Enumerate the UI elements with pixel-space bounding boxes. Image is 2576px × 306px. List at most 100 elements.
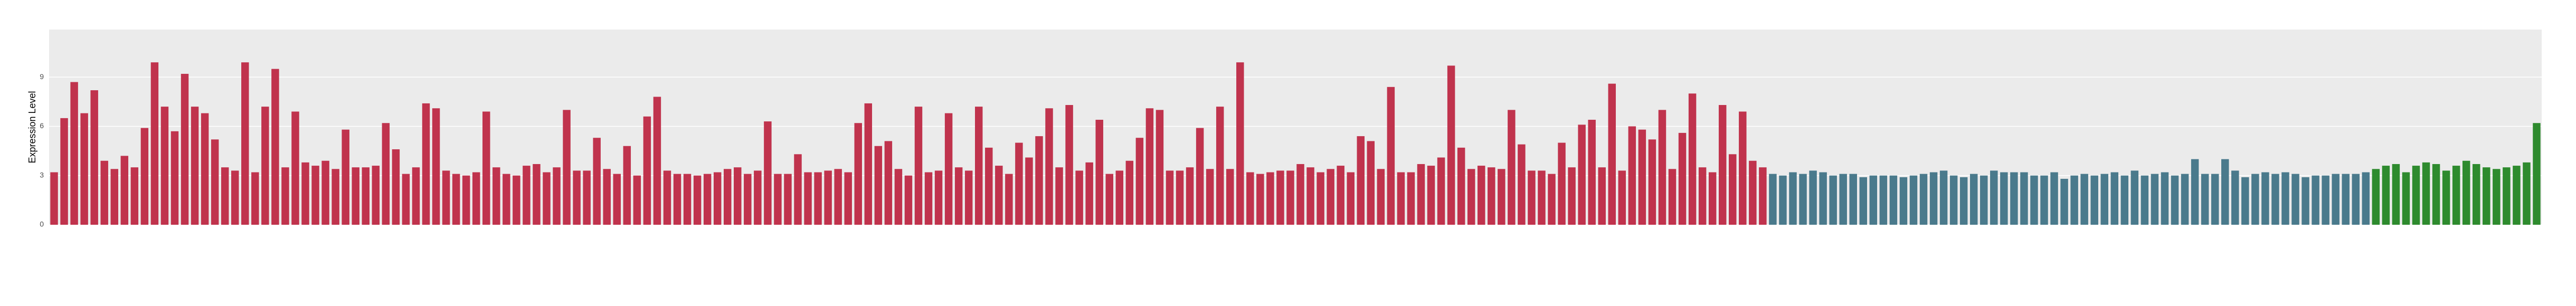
bar <box>191 107 199 225</box>
bar <box>2503 167 2511 225</box>
bar <box>2322 175 2329 225</box>
bar <box>934 170 943 225</box>
bar <box>814 172 822 225</box>
bar <box>1889 175 1898 225</box>
bar <box>1628 126 1636 225</box>
bar <box>2302 177 2309 225</box>
bar <box>332 169 339 225</box>
bar <box>1718 105 1727 225</box>
bar <box>1688 93 1697 225</box>
bar <box>2050 172 2058 225</box>
bar <box>2332 174 2340 225</box>
bar <box>1548 174 1556 225</box>
bar <box>462 175 470 225</box>
bar <box>1969 174 1978 225</box>
bar <box>693 175 702 225</box>
bar <box>904 175 913 225</box>
bar <box>1829 175 1837 225</box>
bar <box>261 107 269 225</box>
bar <box>2120 175 2129 225</box>
bar <box>1959 177 1968 225</box>
bar <box>251 172 259 225</box>
bar <box>60 118 68 225</box>
bar <box>2251 174 2259 225</box>
bar <box>734 167 742 225</box>
bar <box>503 174 510 225</box>
bar <box>1457 147 1465 225</box>
bar <box>643 116 651 225</box>
bar <box>422 103 430 225</box>
bar <box>1065 105 1073 225</box>
bar <box>2352 174 2360 225</box>
bar <box>1678 132 1687 225</box>
bar <box>1879 175 1888 225</box>
bar <box>372 166 380 225</box>
bar <box>291 111 299 225</box>
bar <box>1115 170 1124 225</box>
bar <box>1266 172 1274 225</box>
bar <box>412 167 420 225</box>
bar <box>472 172 480 225</box>
bar <box>1357 136 1365 225</box>
bar <box>1166 170 1174 225</box>
bar <box>1286 170 1294 225</box>
bar <box>1528 170 1536 225</box>
bar <box>1759 167 1767 225</box>
bar <box>1869 175 1878 225</box>
bar <box>543 172 551 225</box>
bar <box>1698 167 1707 225</box>
bar <box>1246 172 1254 225</box>
bar <box>2191 159 2199 225</box>
bar <box>482 111 490 225</box>
bar <box>1588 120 1596 225</box>
bar <box>1809 170 1817 225</box>
bar <box>2070 175 2078 225</box>
bar <box>1347 172 1355 225</box>
bar <box>924 172 933 225</box>
bar <box>50 172 58 225</box>
bar <box>2291 174 2299 225</box>
bar <box>452 174 460 225</box>
bar <box>2483 167 2490 225</box>
bar <box>1849 174 1857 225</box>
bar <box>995 166 1003 225</box>
bar <box>844 172 852 225</box>
bar <box>623 146 631 225</box>
bar <box>2432 164 2440 225</box>
bar <box>1949 175 1958 225</box>
bar <box>2010 172 2018 225</box>
bar <box>2462 160 2470 225</box>
bar <box>2090 175 2098 225</box>
bar <box>271 69 279 225</box>
bar <box>2312 175 2319 225</box>
bar <box>1236 62 1244 225</box>
bar <box>1729 154 1737 225</box>
bar <box>1919 174 1928 225</box>
bar <box>2442 170 2450 225</box>
bar <box>311 166 319 225</box>
bar <box>1327 169 1334 225</box>
bar <box>603 169 611 225</box>
bar <box>523 166 531 225</box>
bar <box>1839 174 1847 225</box>
bar <box>231 170 239 225</box>
bar <box>683 174 692 225</box>
bar <box>1437 157 1445 225</box>
y-tick-label: 6 <box>40 121 44 130</box>
bar <box>1397 172 1405 225</box>
bar <box>2261 172 2269 225</box>
bar <box>120 156 129 225</box>
bar <box>1990 170 1998 225</box>
bar <box>402 174 410 225</box>
bar <box>352 167 359 225</box>
bar <box>754 170 762 225</box>
bar <box>2412 166 2420 225</box>
bar <box>2000 172 2008 225</box>
bar <box>110 169 118 225</box>
y-axis-label: Expression Level <box>27 91 37 163</box>
bar <box>1558 142 1566 225</box>
bar <box>1668 169 1677 225</box>
bar <box>1105 174 1113 225</box>
bar <box>2513 166 2521 225</box>
bar <box>804 172 812 225</box>
